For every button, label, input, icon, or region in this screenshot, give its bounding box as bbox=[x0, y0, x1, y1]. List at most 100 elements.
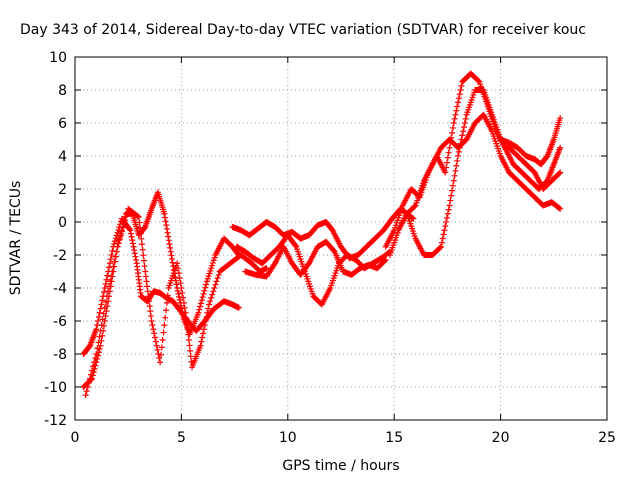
data-point bbox=[446, 202, 453, 209]
series-track-f bbox=[242, 238, 389, 280]
data-point bbox=[204, 309, 211, 316]
data-point bbox=[475, 77, 482, 84]
data-point bbox=[173, 281, 180, 288]
data-point bbox=[439, 235, 446, 242]
data-point bbox=[142, 273, 149, 280]
data-point bbox=[174, 265, 181, 272]
data-point bbox=[209, 291, 216, 298]
data-point bbox=[129, 237, 136, 244]
data-point bbox=[382, 256, 389, 263]
data-point bbox=[263, 265, 270, 272]
data-point bbox=[97, 305, 104, 312]
data-point bbox=[98, 322, 105, 329]
data-point bbox=[457, 87, 464, 93]
data-point bbox=[456, 91, 463, 98]
data-point bbox=[111, 258, 118, 265]
data-point bbox=[163, 225, 170, 232]
data-point bbox=[99, 316, 106, 323]
series-track-h bbox=[386, 87, 564, 258]
data-point bbox=[151, 330, 158, 337]
data-point bbox=[106, 283, 113, 290]
data-point bbox=[139, 246, 146, 253]
data-point bbox=[109, 247, 116, 254]
data-point bbox=[102, 299, 109, 306]
data-points bbox=[80, 70, 564, 399]
data-point bbox=[86, 375, 93, 382]
data-point bbox=[115, 239, 122, 246]
data-point bbox=[122, 217, 129, 224]
data-point bbox=[167, 244, 174, 251]
data-point bbox=[438, 243, 445, 250]
data-point bbox=[200, 330, 207, 337]
data-point bbox=[93, 351, 100, 357]
data-point bbox=[197, 342, 204, 349]
data-point bbox=[157, 351, 164, 358]
data-point bbox=[449, 124, 456, 131]
x-tick-label: 15 bbox=[385, 430, 403, 446]
data-point bbox=[106, 260, 113, 267]
x-axis-label: GPS time / hours bbox=[282, 458, 399, 474]
data-point bbox=[186, 342, 193, 349]
data-point bbox=[136, 219, 143, 226]
data-point bbox=[205, 273, 212, 280]
data-point bbox=[174, 287, 181, 294]
data-point bbox=[202, 318, 209, 324]
data-point bbox=[147, 308, 154, 315]
data-point bbox=[169, 259, 176, 266]
data-point bbox=[235, 304, 242, 311]
data-point bbox=[113, 248, 120, 255]
data-point bbox=[444, 210, 451, 217]
y-tick-label: 6 bbox=[58, 116, 67, 132]
data-point bbox=[197, 303, 204, 310]
data-point bbox=[97, 342, 104, 349]
data-point bbox=[444, 154, 451, 161]
y-tick-label: 2 bbox=[58, 182, 67, 198]
x-tick-label: 5 bbox=[177, 430, 186, 446]
data-point bbox=[198, 297, 205, 304]
data-point bbox=[82, 392, 89, 399]
data-point bbox=[156, 355, 163, 362]
data-point bbox=[99, 332, 106, 339]
data-point bbox=[110, 263, 117, 270]
data-point bbox=[116, 236, 123, 243]
data-point bbox=[111, 240, 118, 247]
data-point bbox=[452, 111, 459, 118]
data-point bbox=[458, 82, 465, 89]
y-tick-label: -8 bbox=[53, 347, 67, 363]
data-point bbox=[117, 232, 124, 239]
data-point bbox=[443, 159, 450, 166]
data-point bbox=[443, 219, 450, 225]
data-point bbox=[140, 252, 147, 259]
data-point bbox=[131, 247, 138, 254]
data-point bbox=[150, 326, 157, 333]
data-point bbox=[195, 309, 202, 316]
y-tick-label: 8 bbox=[58, 83, 67, 99]
data-point bbox=[132, 253, 139, 260]
series-track-j bbox=[497, 115, 564, 168]
data-point bbox=[100, 289, 107, 296]
x-tick-label: 0 bbox=[71, 430, 80, 446]
data-point bbox=[168, 252, 175, 259]
data-point bbox=[163, 299, 170, 306]
data-point bbox=[185, 336, 192, 343]
data-point bbox=[147, 313, 154, 320]
data-point bbox=[130, 243, 137, 250]
data-point bbox=[102, 280, 109, 287]
data-point bbox=[180, 294, 187, 301]
data-point bbox=[557, 169, 564, 176]
data-point bbox=[199, 294, 206, 301]
data-point bbox=[101, 304, 108, 311]
data-point bbox=[129, 240, 136, 247]
data-point bbox=[119, 224, 126, 231]
data-point bbox=[557, 144, 564, 151]
data-point bbox=[158, 344, 165, 351]
data-point bbox=[440, 231, 447, 238]
data-point bbox=[154, 346, 161, 353]
data-point bbox=[205, 305, 212, 312]
plot-frame bbox=[74, 56, 608, 421]
data-point bbox=[108, 273, 115, 280]
data-point bbox=[83, 388, 90, 395]
data-point bbox=[145, 293, 152, 300]
data-point bbox=[127, 227, 134, 234]
